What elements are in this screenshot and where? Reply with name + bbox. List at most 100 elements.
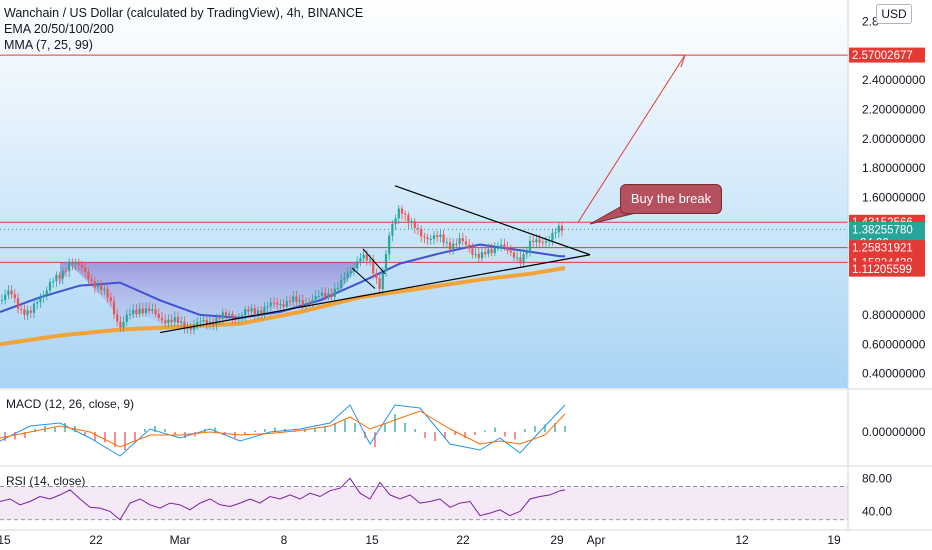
macd-histogram-bar [304,429,306,432]
macd-histogram-bar [434,432,436,441]
candle-body [32,303,36,313]
candle-body [29,310,32,313]
macd-histogram-bar [244,432,246,435]
macd-histogram-bar [414,429,416,432]
candle-body [135,309,138,315]
x-tick-label: 22 [456,533,470,547]
candle-body [122,322,125,328]
candle-body [263,306,266,314]
macd-histogram-bar [54,427,56,432]
macd-histogram-bar [524,429,526,432]
candle-body [116,314,119,322]
ema-indicator-label[interactable]: EMA 20/50/100/200 [4,22,114,36]
candle-body [477,254,480,259]
macd-line [0,404,566,457]
macd-histogram-bar [264,429,266,432]
macd-histogram-bar [384,423,386,432]
candle-body [154,309,157,315]
candle-body [80,264,84,268]
candle-body [215,317,218,325]
candle-body [279,304,282,306]
candle-body [0,300,4,302]
candle-body [240,315,244,317]
candle-body [516,257,519,259]
candle-body [125,314,128,323]
candle-body [400,208,404,214]
macd-histogram-bar [474,432,476,435]
axes: 2.570026771.431525661.3825578024:261.258… [0,14,926,547]
candle-body [295,296,298,302]
flag-pattern-lines [351,248,386,289]
candle-body [160,317,164,321]
candle-body [58,274,61,279]
candle-body [45,290,48,295]
candle-body [362,254,365,259]
candle-body [132,309,135,314]
candle-body [557,225,560,233]
candle-body [474,254,477,256]
x-tick-label: Apr [587,533,606,547]
macd-histogram-bar [24,432,26,438]
candle-body [247,309,250,312]
candle-body [208,321,212,325]
macd-histogram-bar [324,426,326,432]
candle-body [71,261,74,265]
macd-histogram-bar [84,432,86,435]
candle-body [272,302,276,304]
candle-body [141,308,144,314]
candle-body [64,270,68,272]
candle-body [269,302,272,307]
candle-body [301,300,304,306]
y-tick-label: 2.40000000 [862,73,926,87]
candle-body [234,317,237,319]
candle-body [484,251,487,255]
candle-body [231,313,234,318]
rsi-band [0,486,848,520]
candle-body [167,319,170,324]
price-label-tag-3 [849,240,925,256]
x-tick-label: 19 [827,533,841,547]
candle-body [157,314,160,318]
candle-body [10,290,13,295]
candle-body [471,248,474,255]
candle-body [292,296,295,302]
candle-body [221,312,224,319]
triangle-lower-trendline [159,254,591,334]
rsi-indicator-label[interactable]: RSI (14, close) [6,474,86,488]
candle-body [128,313,132,315]
macd-indicator-label[interactable]: MACD (12, 26, close, 9) [6,397,135,411]
y-tick-label: 1.80000000 [862,161,926,175]
macd-histogram-bar [454,432,456,435]
candle-body [180,321,183,323]
mma-indicator-label[interactable]: MMA (7, 25, 99) [4,38,93,52]
macd-histogram-bar [404,423,406,432]
candle-body [119,321,122,328]
candle-body [493,248,496,254]
x-tick-label: 15 [365,533,379,547]
candle-body [112,301,116,315]
macd-histogram-bar [94,432,96,441]
candle-body [445,242,448,244]
candle-body [16,298,20,309]
candle-body [480,251,484,259]
candle-body [410,221,413,224]
rsi-pane [0,477,848,521]
candle-body [500,244,503,248]
candle-body [144,308,148,314]
candle-body [42,294,45,298]
candle-body [176,317,180,323]
x-tick-label: 29 [550,533,564,547]
macd-histogram-bar [194,432,196,437]
macd-histogram-bar [174,432,176,435]
candle-body [378,278,381,290]
candle-body [170,319,173,322]
candle-body [464,241,468,245]
candle-body [372,259,375,274]
macd-histogram-bar [484,430,486,432]
candle-body [436,235,439,237]
macd-zero-tick: 0.00000000 [862,425,926,439]
candle-body [20,308,23,310]
candle-body [26,310,29,315]
currency-button[interactable]: USD [876,4,912,24]
